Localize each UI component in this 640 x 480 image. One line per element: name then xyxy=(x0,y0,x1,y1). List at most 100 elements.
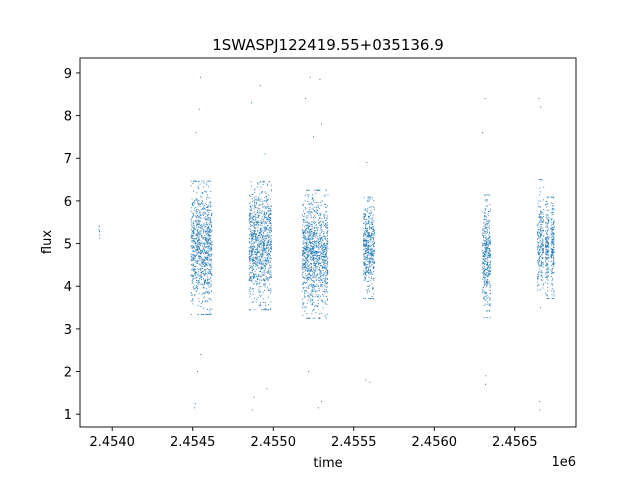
data-point xyxy=(304,249,306,251)
data-point xyxy=(322,235,324,237)
data-point xyxy=(195,289,197,291)
data-point xyxy=(321,284,323,286)
data-point xyxy=(202,193,204,195)
data-point xyxy=(260,303,262,305)
data-point xyxy=(304,255,306,257)
data-point xyxy=(325,290,327,292)
data-point xyxy=(268,270,270,272)
data-point xyxy=(304,310,306,312)
data-point xyxy=(251,238,253,240)
data-point xyxy=(211,213,213,215)
data-point xyxy=(551,217,553,219)
data-point xyxy=(539,200,541,202)
data-point xyxy=(363,270,365,272)
data-point xyxy=(264,238,266,240)
data-point xyxy=(302,219,304,220)
data-point xyxy=(192,300,194,302)
data-point xyxy=(314,290,316,292)
data-point xyxy=(542,244,544,246)
data-point xyxy=(206,252,208,254)
data-point xyxy=(373,263,375,265)
data-point xyxy=(307,227,309,229)
data-point xyxy=(210,204,212,206)
data-point xyxy=(538,226,540,228)
data-point xyxy=(363,233,365,235)
data-point xyxy=(541,243,543,245)
data-point xyxy=(543,209,545,211)
data-point xyxy=(203,217,205,219)
data-point xyxy=(547,244,549,246)
data-point xyxy=(482,235,484,237)
data-point xyxy=(266,228,268,230)
data-point xyxy=(370,210,372,212)
data-point xyxy=(324,237,326,239)
data-point xyxy=(260,254,262,256)
data-point xyxy=(308,256,310,258)
data-point xyxy=(553,252,555,254)
data-point xyxy=(207,180,209,182)
data-point xyxy=(368,236,370,238)
data-point xyxy=(248,234,250,236)
data-point xyxy=(208,286,210,288)
data-point xyxy=(206,242,208,244)
data-point xyxy=(314,244,316,246)
data-point xyxy=(253,277,255,279)
data-point xyxy=(253,242,255,244)
data-point xyxy=(210,248,212,250)
data-point xyxy=(192,275,194,277)
data-point xyxy=(270,274,272,276)
data-point xyxy=(190,275,192,277)
data-point xyxy=(205,281,207,283)
data-point xyxy=(255,233,257,235)
data-point xyxy=(199,246,201,248)
data-point xyxy=(371,235,373,237)
data-point xyxy=(200,231,202,233)
data-point xyxy=(198,221,200,223)
data-point xyxy=(302,253,304,255)
data-point xyxy=(548,227,550,229)
data-point xyxy=(486,224,488,226)
data-point xyxy=(489,284,491,286)
data-point xyxy=(486,232,487,234)
data-point xyxy=(327,277,329,279)
data-point xyxy=(197,240,199,242)
data-point xyxy=(487,273,489,275)
data-point xyxy=(363,228,365,230)
data-point xyxy=(197,249,199,251)
data-point xyxy=(260,276,262,278)
data-point xyxy=(538,216,540,218)
data-point xyxy=(193,254,195,256)
data-point xyxy=(305,248,307,250)
data-point xyxy=(366,270,368,272)
data-point xyxy=(207,250,209,252)
data-point xyxy=(266,278,268,280)
data-point xyxy=(323,280,325,282)
data-point xyxy=(317,296,319,298)
data-point xyxy=(486,220,488,222)
data-point xyxy=(319,272,321,274)
data-point-outlier xyxy=(199,76,201,78)
data-point xyxy=(324,278,326,280)
data-point xyxy=(309,226,311,228)
data-point xyxy=(540,264,542,266)
data-point xyxy=(369,198,371,200)
data-point xyxy=(306,246,308,248)
data-point xyxy=(191,235,193,237)
data-point xyxy=(302,266,304,268)
data-point xyxy=(191,259,193,261)
data-point xyxy=(210,205,212,207)
data-point xyxy=(249,231,251,233)
data-point xyxy=(254,262,256,264)
data-point xyxy=(199,233,201,235)
data-point xyxy=(194,210,196,212)
data-point xyxy=(302,283,304,285)
data-point xyxy=(541,223,543,225)
data-point xyxy=(321,230,323,232)
data-point xyxy=(365,231,367,233)
data-point xyxy=(539,265,541,267)
data-point xyxy=(541,258,543,260)
data-point xyxy=(484,253,485,255)
data-point xyxy=(196,277,198,278)
data-point xyxy=(209,210,211,212)
data-point xyxy=(372,242,374,244)
